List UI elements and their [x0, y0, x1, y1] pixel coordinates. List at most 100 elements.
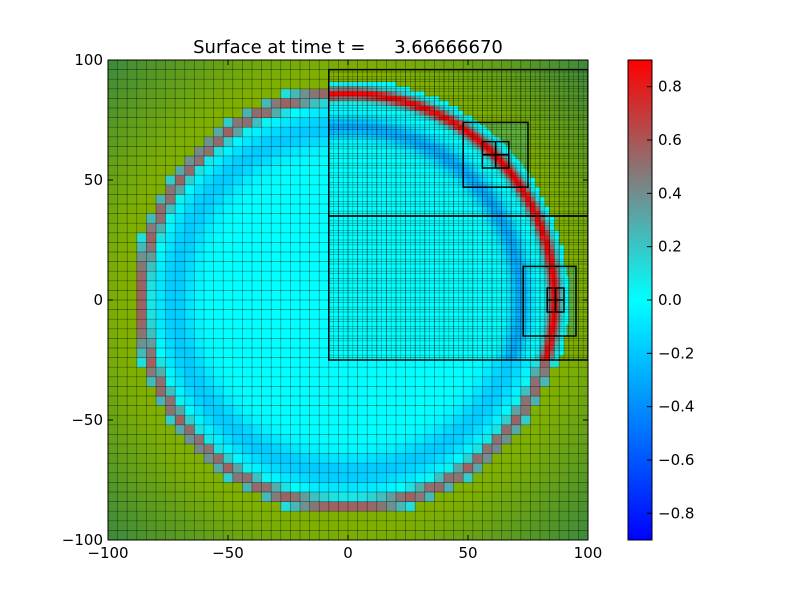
- refined-cell: [559, 110, 565, 116]
- grid-cell: [290, 184, 301, 195]
- grid-cell: [376, 530, 387, 540]
- grid-cell: [280, 88, 291, 99]
- refined-cell: [396, 292, 402, 298]
- refined-cell: [578, 168, 584, 174]
- refined-cell: [463, 72, 469, 78]
- grid-cell: [492, 482, 502, 493]
- grid-cell: [117, 357, 128, 368]
- grid-cell: [175, 290, 186, 301]
- grid-cell: [165, 117, 176, 128]
- refined-cell: [348, 326, 354, 332]
- refined-cell: [391, 96, 397, 102]
- grid-cell: [444, 511, 454, 522]
- refined-cell: [420, 148, 426, 154]
- refined-cell: [410, 211, 416, 217]
- grid-cell: [444, 434, 454, 445]
- refined-cell: [338, 100, 344, 106]
- refined-cell: [448, 336, 454, 342]
- refined-cell: [367, 331, 373, 337]
- refined-cell: [343, 76, 349, 82]
- refined-cell: [434, 72, 440, 78]
- grid-cell: [511, 415, 522, 426]
- grid-cell: [242, 530, 253, 540]
- refined-cell: [410, 96, 416, 102]
- refined-cell: [376, 268, 382, 274]
- grid-cell: [492, 367, 502, 378]
- refined-cell: [391, 230, 397, 236]
- grid-cell: [357, 472, 368, 483]
- refined-cell: [453, 192, 459, 198]
- refined-cell: [338, 81, 344, 87]
- refined-cell: [367, 312, 373, 318]
- refined-cell: [477, 196, 483, 202]
- refined-cell: [338, 259, 344, 265]
- grid-cell: [280, 453, 291, 464]
- refined-cell: [367, 225, 373, 231]
- grid-cell: [213, 520, 224, 531]
- grid-cell: [194, 79, 205, 90]
- refined-cell: [559, 163, 565, 169]
- grid-cell: [108, 194, 118, 205]
- grid-cell: [520, 434, 531, 445]
- refined-cell: [386, 268, 392, 274]
- refined-cell: [424, 321, 430, 327]
- grid-cell: [338, 520, 349, 531]
- refined-cell: [544, 76, 550, 82]
- refined-cell: [333, 153, 339, 159]
- refined-cell: [453, 297, 459, 303]
- grid-cell: [319, 338, 330, 349]
- refined-cell: [472, 72, 478, 78]
- grid-cell: [117, 156, 128, 166]
- grid-cell: [232, 252, 243, 262]
- refined-cell: [396, 264, 402, 270]
- grid-cell: [204, 184, 214, 195]
- grid-cell: [309, 415, 320, 426]
- refined-cell: [415, 278, 421, 284]
- grid-cell: [232, 60, 243, 70]
- refined-cell: [429, 259, 435, 265]
- grid-cell: [213, 252, 224, 262]
- grid-cell: [204, 175, 214, 186]
- refined-cell: [544, 177, 550, 183]
- refined-cell: [362, 297, 368, 303]
- grid-cell: [568, 530, 579, 540]
- grid-cell: [232, 348, 243, 358]
- grid-cell: [319, 280, 330, 291]
- grid-cell: [453, 444, 464, 454]
- refined-cell: [357, 235, 363, 241]
- grid-cell: [290, 300, 301, 310]
- grid-cell: [175, 146, 186, 157]
- refined-cell: [357, 297, 363, 303]
- grid-cell: [184, 242, 195, 253]
- grid-cell: [357, 396, 368, 406]
- grid-cell: [348, 424, 358, 435]
- refined-cell: [429, 192, 435, 198]
- grid-cell: [127, 376, 138, 387]
- refined-cell: [496, 115, 502, 121]
- refined-cell: [448, 139, 454, 145]
- refined-cell: [434, 172, 440, 178]
- refined-cell: [453, 100, 459, 106]
- refined-cell: [386, 158, 392, 164]
- grid-cell: [232, 482, 243, 493]
- refined-cell: [405, 331, 411, 337]
- grid-cell: [194, 405, 205, 416]
- refined-cell: [429, 297, 435, 303]
- refined-cell: [458, 331, 464, 337]
- refined-cell: [415, 345, 421, 351]
- refined-cell: [352, 220, 358, 226]
- grid-cell: [204, 108, 214, 118]
- refined-cell: [429, 249, 435, 255]
- grid-cell: [578, 530, 588, 540]
- grid-cell: [252, 280, 262, 291]
- grid-cell: [117, 184, 128, 195]
- refined-cell: [501, 115, 507, 121]
- refined-cell: [376, 115, 382, 121]
- refined-cell: [367, 129, 373, 135]
- grid-cell: [300, 146, 310, 157]
- grid-cell: [549, 415, 560, 426]
- grid-cell: [290, 386, 301, 397]
- refined-cell: [362, 158, 368, 164]
- grid-cell: [367, 444, 378, 454]
- grid-cell: [463, 376, 474, 387]
